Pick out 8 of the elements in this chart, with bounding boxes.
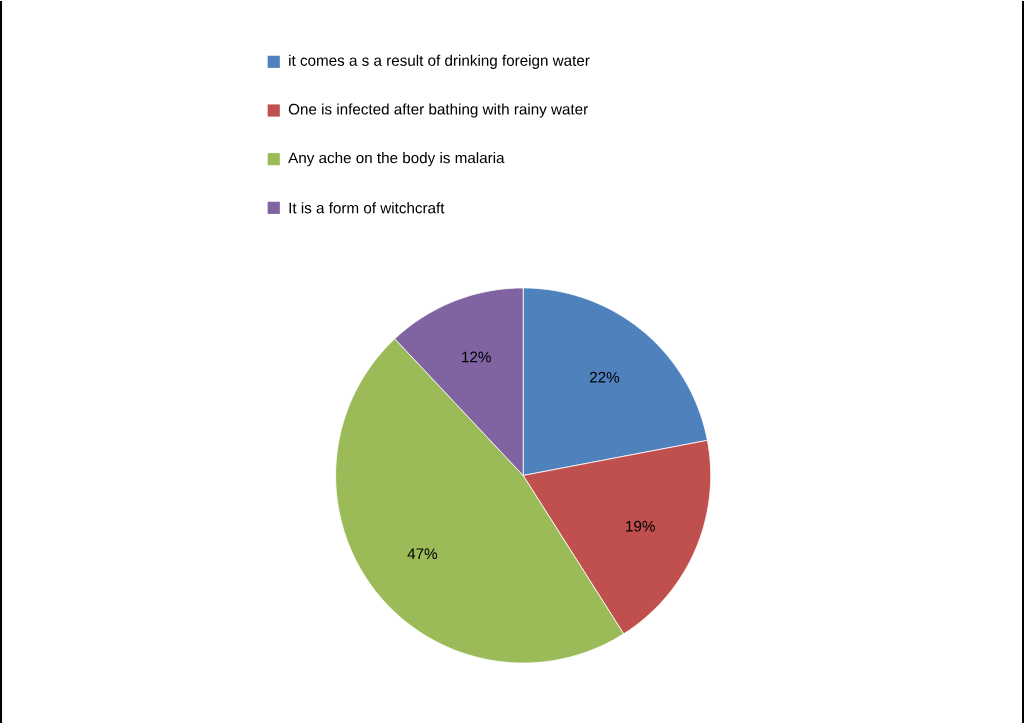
data-label: 47% xyxy=(407,548,438,560)
legend-label: It is a form of witchcraft xyxy=(289,202,445,214)
legend-label: it comes a s a result of drinking foreign water xyxy=(289,54,590,69)
data-label: 22% xyxy=(590,371,620,383)
data-label: 12% xyxy=(462,351,491,363)
data-label: 19% xyxy=(626,520,655,532)
legend-label: One is infected after bathing with rainy water xyxy=(288,103,588,118)
legend-label: Any ache on the body is malaria xyxy=(288,152,505,167)
